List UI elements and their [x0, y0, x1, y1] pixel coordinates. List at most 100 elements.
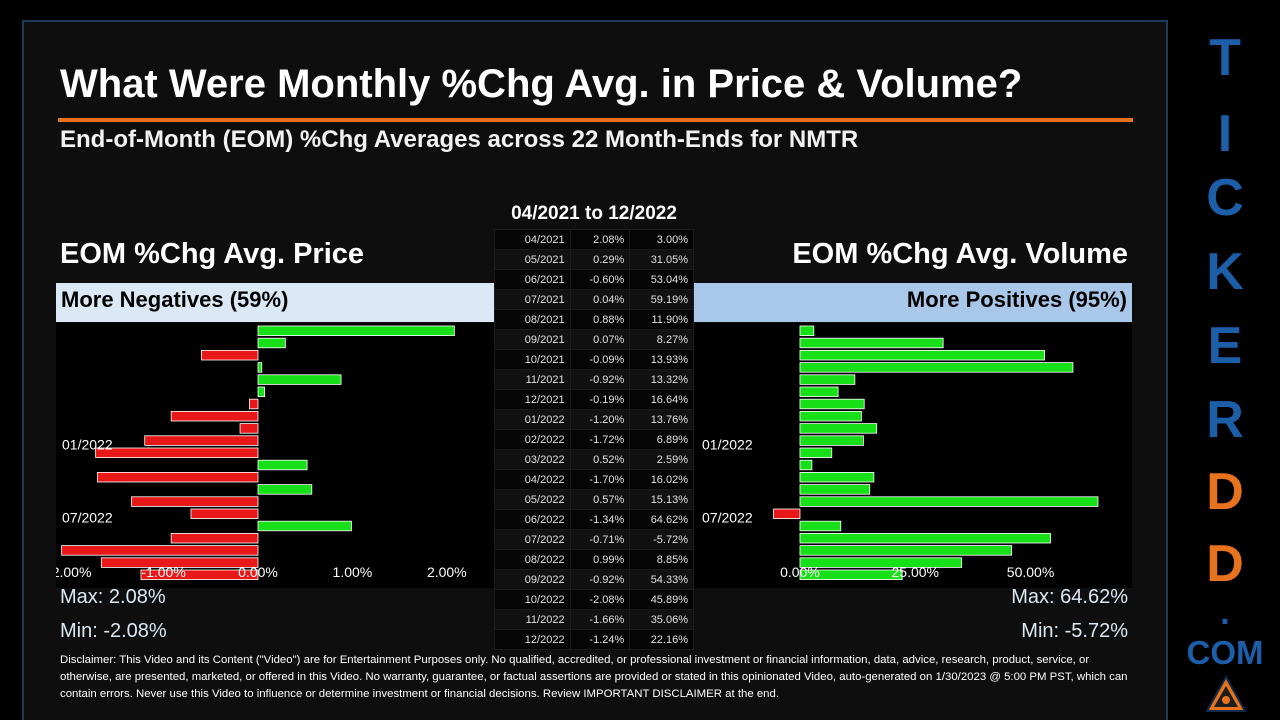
table-cell-price: -0.92%	[569, 569, 631, 590]
table-cell-date: 12/2021	[494, 389, 571, 410]
table-cell-price: -1.34%	[569, 509, 631, 530]
table-cell-date: 04/2022	[494, 469, 571, 490]
table-row: 07/2022 -0.71% -5.72%	[494, 529, 694, 550]
table-cell-date: 05/2021	[494, 249, 571, 270]
table-cell-date: 05/2022	[494, 489, 571, 510]
price-bar-chart: 01/2022 07/2022 -2.00% -1.00% 0.00% 1.00% 2.00…	[56, 323, 494, 588]
bar-04/2021	[799, 325, 815, 337]
table-cell-price: -1.72%	[569, 429, 631, 450]
brand-letter-e: E	[1207, 317, 1243, 375]
volume-max-label: Max: 64.62%	[1011, 586, 1128, 608]
bar-04/2021	[257, 325, 455, 337]
brand-letter-r: R	[1206, 391, 1244, 449]
table-cell-price: -1.70%	[569, 469, 631, 490]
table-row: 08/2022 0.99% 8.85%	[494, 549, 694, 570]
bar-05/2022	[257, 484, 313, 495]
bar-12/2021	[799, 423, 878, 434]
price-panel-title: EOM %Chg Avg. Price	[60, 238, 365, 270]
warning-logo-icon	[1205, 674, 1247, 712]
table-cell-volume: 13.76%	[629, 409, 694, 430]
table-cell-price: 0.07%	[569, 329, 631, 350]
bar-08/2022	[799, 520, 842, 532]
table-cell-price: 0.99%	[569, 549, 631, 570]
table-cell-date: 09/2021	[494, 329, 571, 350]
table-row: 02/2022 -1.72% 6.89%	[494, 429, 694, 450]
bar-11/2021	[799, 411, 862, 422]
bar-12/2022	[140, 569, 259, 581]
table-cell-volume: 13.93%	[629, 349, 694, 370]
table-cell-date: 11/2021	[494, 369, 571, 390]
bar-10/2021	[249, 398, 259, 410]
table-cell-volume: 59.19%	[629, 289, 694, 310]
table-row: 12/2021 -0.19% 16.64%	[494, 389, 694, 410]
table-cell-price: 2.08%	[569, 229, 631, 250]
bar-02/2022	[95, 447, 259, 459]
date-range-label: 04/2021 to 12/2022	[511, 203, 677, 224]
table-cell-date: 10/2022	[494, 589, 571, 610]
volume-min-label: Min: -5.72%	[1021, 620, 1128, 642]
table-row: 03/2022 0.52% 2.59%	[494, 449, 694, 470]
volume-summary-banner: More Positives (95%)	[694, 283, 1132, 322]
bar-10/2021	[799, 398, 865, 410]
table-row: 01/2022 -1.20% 13.76%	[494, 409, 694, 430]
bar-03/2022	[799, 459, 813, 471]
table-cell-volume: 64.62%	[629, 509, 694, 530]
bar-04/2022	[97, 471, 259, 483]
table-cell-price: 0.57%	[569, 489, 631, 510]
page-subtitle: End-of-Month (EOM) %Chg Averages across …	[60, 126, 859, 153]
table-cell-date: 09/2022	[494, 569, 571, 590]
table-cell-date: 06/2021	[494, 269, 571, 290]
page-title: What Were Monthly %Chg Avg. in Price & V…	[60, 62, 1023, 106]
brand-letter-d2: D	[1206, 535, 1244, 593]
table-cell-price: 0.04%	[569, 289, 631, 310]
table-cell-volume: 13.32%	[629, 369, 694, 390]
bar-01/2022	[144, 435, 259, 446]
y-tick-label: 07/2022	[702, 510, 753, 526]
y-tick-label: 01/2022	[702, 436, 753, 452]
bar-08/2022	[257, 520, 352, 532]
table-row: 10/2021 -0.09% 13.93%	[494, 349, 694, 370]
table-cell-date: 03/2022	[494, 449, 571, 470]
bar-09/2022	[799, 532, 1051, 544]
table-cell-volume: 16.02%	[629, 469, 694, 490]
table-cell-date: 02/2022	[494, 429, 571, 450]
bar-06/2021	[200, 349, 259, 361]
x-tick-label: 0.00%	[780, 564, 820, 580]
table-cell-price: 0.52%	[569, 449, 631, 470]
price-summary-banner: More Negatives (59%)	[56, 283, 494, 322]
bar-06/2022	[131, 496, 259, 507]
table-cell-date: 07/2022	[494, 529, 571, 550]
brand-letter-i: I	[1217, 105, 1233, 163]
table-row: 04/2021 2.08% 3.00%	[494, 229, 694, 250]
bar-05/2021	[257, 337, 286, 349]
x-tick-label: 1.00%	[333, 564, 373, 580]
y-tick-label: 07/2022	[62, 510, 113, 526]
table-row: 11/2021 -0.92% 13.32%	[494, 369, 694, 390]
disclaimer-text: Disclaimer: This Video and its Content (…	[60, 654, 1128, 700]
x-tick-label: 25.00%	[892, 564, 939, 580]
bar-06/2021	[799, 349, 1045, 361]
table-cell-date: 08/2022	[494, 549, 571, 570]
x-tick-label: -2.00%	[56, 564, 91, 580]
table-cell-date: 10/2021	[494, 349, 571, 370]
bar-11/2022	[799, 557, 963, 568]
table-row: 06/2022 -1.34% 64.62%	[494, 509, 694, 530]
table-cell-price: 0.88%	[569, 309, 631, 330]
brand-letter-t: T	[1209, 29, 1241, 87]
title-divider	[58, 118, 1133, 122]
price-max-label: Max: 2.08%	[60, 586, 166, 608]
table-row: 09/2022 -0.92% 54.33%	[494, 569, 694, 590]
bar-09/2021	[799, 386, 839, 398]
bar-07/2021	[257, 362, 263, 373]
table-row: 07/2021 0.04% 59.19%	[494, 289, 694, 310]
table-cell-volume: 6.89%	[629, 429, 694, 450]
bar-04/2022	[799, 471, 875, 483]
bar-11/2021	[170, 411, 259, 422]
table-cell-price: -1.20%	[569, 409, 631, 430]
table-row: 05/2022 0.57% 15.13%	[494, 489, 694, 510]
table-cell-volume: 8.27%	[629, 329, 694, 350]
bar-05/2022	[799, 484, 871, 495]
price-min-label: Min: -2.08%	[60, 620, 167, 642]
table-cell-volume: 31.05%	[629, 249, 694, 270]
bar-07/2022	[773, 508, 801, 520]
